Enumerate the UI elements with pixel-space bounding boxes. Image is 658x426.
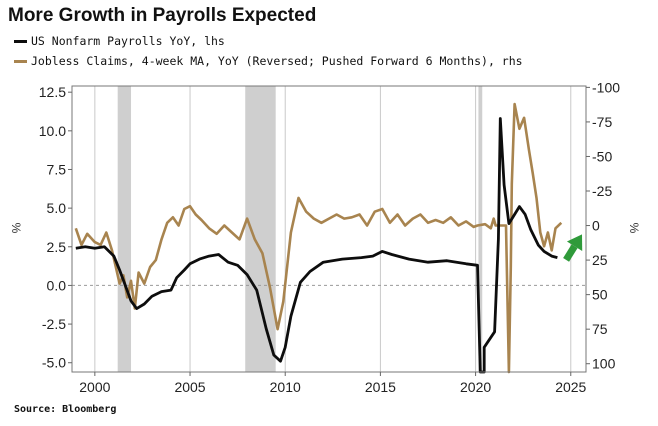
recession-band-2 <box>478 86 483 372</box>
right-tick-label-3: -25 <box>592 183 612 199</box>
plot-frame <box>71 85 587 373</box>
left-tick-label-6: -2.5 <box>42 316 66 332</box>
legend-item-claims: Jobless Claims, 4-week MA, YoY (Reversed… <box>14 54 523 68</box>
x-tick-label-4: 2020 <box>460 379 491 395</box>
source-note: Source: Bloomberg <box>14 404 117 415</box>
right-tick-label-6: 50 <box>592 287 608 303</box>
series-line-claims <box>74 102 563 374</box>
left-tick-label-1: 10.0 <box>39 123 66 139</box>
left-tick-label-5: 0.0 <box>47 277 67 293</box>
right-tick-label-7: 75 <box>592 321 608 337</box>
left-tick-label-0: 12.5 <box>39 84 66 100</box>
trend-arrow-head <box>566 234 583 252</box>
x-tick-label-2: 2010 <box>270 379 301 395</box>
x-tick-label-5: 2025 <box>555 379 586 395</box>
left-tick-label-2: 7.5 <box>47 161 67 177</box>
legend-item-payrolls: US Nonfarm Payrolls YoY, lhs <box>14 34 225 48</box>
left-tick-label-7: -5.0 <box>42 355 66 371</box>
x-tick-label-0: 2000 <box>79 379 110 395</box>
chart-title: More Growth in Payrolls Expected <box>8 5 317 26</box>
legend-label-payrolls: US Nonfarm Payrolls YoY, lhs <box>31 34 225 48</box>
x-tick-label-1: 2005 <box>174 379 205 395</box>
left-tick-label-3: 5.0 <box>47 200 67 216</box>
trend-arrow-icon <box>563 234 583 262</box>
right-tick-label-0: -100 <box>592 79 620 95</box>
right-tick-label-5: 25 <box>592 252 608 268</box>
right-tick-label-1: -75 <box>592 114 612 130</box>
left-tick-label-4: 2.5 <box>47 239 67 255</box>
right-tick-label-8: 100 <box>592 356 616 372</box>
legend-swatch-payrolls <box>14 40 27 43</box>
right-tick-label-2: -50 <box>592 148 612 164</box>
legend-swatch-claims <box>14 60 27 63</box>
right-axis-label: % <box>627 223 641 234</box>
x-tick-label-3: 2015 <box>365 379 396 395</box>
trend-arrow-shaft <box>563 244 578 262</box>
recession-band-0 <box>117 86 132 372</box>
right-tick-label-4: 0 <box>592 218 600 234</box>
legend-label-claims: Jobless Claims, 4-week MA, YoY (Reversed… <box>31 54 523 68</box>
left-axis-label: % <box>9 223 23 234</box>
series-line-payrolls <box>75 117 558 374</box>
